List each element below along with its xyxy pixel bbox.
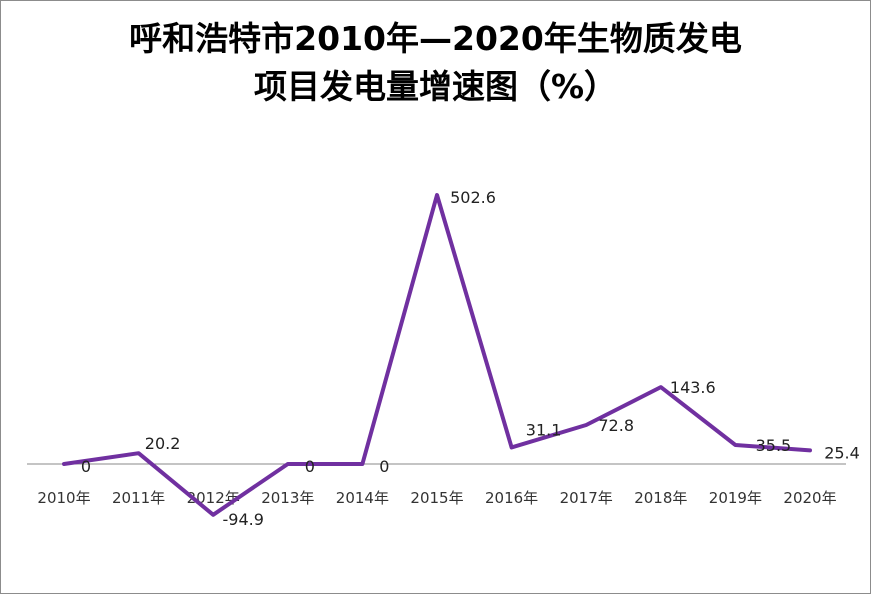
data-label: 20.2 <box>145 434 181 453</box>
data-label: 31.1 <box>526 420 562 439</box>
data-label: 143.6 <box>670 378 716 397</box>
series-line <box>62 193 812 517</box>
x-tick-label: 2016年 <box>485 489 538 507</box>
data-label: 502.6 <box>450 188 496 207</box>
data-label: 35.5 <box>756 436 792 455</box>
chart-title-line-2: 项目发电量增速图（%） <box>253 67 618 106</box>
data-label: 0 <box>379 457 389 476</box>
x-tick-label: 2010年 <box>37 489 90 507</box>
x-tick-label: 2014年 <box>336 489 389 507</box>
x-tick-label: 2018年 <box>634 489 687 507</box>
x-tick-label: 2017年 <box>560 489 613 507</box>
data-label: -94.9 <box>222 510 263 529</box>
x-tick-label: 2011年 <box>112 489 165 507</box>
x-tick-label: 2015年 <box>410 489 463 507</box>
chart-title: 呼和浩特市2010年—2020年生物质发电 项目发电量增速图（%） <box>1 15 870 111</box>
data-label: 25.4 <box>824 443 860 462</box>
x-tick-label: 2013年 <box>261 489 314 507</box>
data-label: 0 <box>305 457 315 476</box>
data-labels: 0 20.2 -94.9 0 0 502.6 31.1 72.8 143.6 35.5 25.4 <box>81 188 860 529</box>
chart-title-line-1: 呼和浩特市2010年—2020年生物质发电 <box>129 19 742 58</box>
data-label: 72.8 <box>598 416 634 435</box>
data-label: 0 <box>81 457 91 476</box>
x-tick-label: 2020年 <box>783 489 836 507</box>
x-tick-label: 2019年 <box>709 489 762 507</box>
x-tick-labels: 2010年 2011年 2012年 2013年 2014年 2015年 2016年 2017年… <box>37 489 836 507</box>
